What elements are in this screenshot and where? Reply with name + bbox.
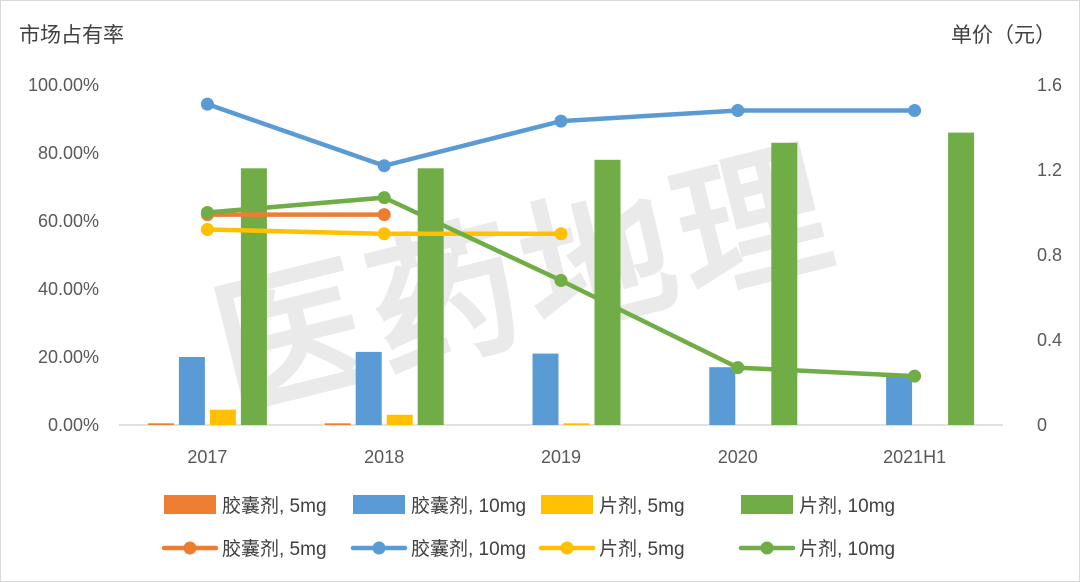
bar (417, 168, 444, 426)
legend: 胶囊剂, 5mg 胶囊剂, 10mg 片剂, 5mg 片剂, 10mg 胶囊剂, 5mg… (161, 495, 895, 560)
axes: 0.00% 20.00% 40.00% 60.00% 80.00% 100.00% 0 0.4… (28, 75, 1062, 467)
legend-bar-swatch (353, 495, 405, 514)
left-axis-title: 市场占有率 (19, 24, 124, 47)
right-tick-label: 0 (1037, 415, 1047, 435)
line-point (908, 369, 922, 383)
legend-line-marker (372, 541, 386, 555)
legend-line-marker (760, 541, 774, 555)
legend-label: 片剂, 10mg (799, 495, 895, 517)
line-point (554, 274, 568, 287)
legend-label: 胶囊剂, 10mg (411, 495, 526, 517)
bar (771, 142, 798, 426)
left-tick-label: 80.00% (38, 143, 99, 163)
legend-label: 胶囊剂, 5mg (222, 495, 327, 517)
right-axis-title: 单价（元） (951, 24, 1056, 47)
x-tick-label: 2019 (541, 447, 581, 467)
x-tick-label: 2021H1 (883, 447, 946, 467)
line-point (908, 104, 922, 117)
bar (355, 351, 382, 425)
bar (563, 423, 590, 425)
legend-label: 片剂, 5mg (599, 538, 685, 560)
bars (147, 132, 975, 426)
line-point (200, 206, 214, 219)
left-tick-label: 60.00% (38, 211, 99, 231)
x-tick-label: 2018 (364, 447, 404, 467)
bar (324, 423, 351, 425)
lines (200, 97, 922, 383)
right-tick-label: 0.8 (1037, 245, 1062, 265)
bar (532, 353, 559, 425)
line-point (200, 223, 214, 236)
legend-label: 胶囊剂, 10mg (411, 538, 526, 560)
left-tick-label: 100.00% (28, 75, 99, 95)
legend-line-marker (183, 541, 197, 555)
legend-label: 胶囊剂, 5mg (222, 538, 327, 560)
bar (948, 132, 975, 425)
line-point (377, 208, 391, 222)
right-tick-label: 0.4 (1037, 330, 1062, 350)
line-point (377, 159, 391, 173)
right-tick-label: 1.2 (1037, 160, 1062, 180)
bar (209, 409, 236, 425)
bar (886, 375, 913, 425)
bar (147, 423, 174, 425)
legend-bar-swatch (741, 495, 793, 514)
left-tick-label: 0.00% (48, 415, 99, 435)
legend-label: 片剂, 10mg (799, 538, 895, 560)
legend-bar-swatch (164, 495, 216, 514)
legend-label: 片剂, 5mg (599, 495, 685, 517)
legend-line-marker (560, 541, 574, 555)
line-point (731, 361, 745, 375)
line-point (554, 227, 568, 241)
bar (594, 159, 621, 426)
legend-bar-swatch (541, 495, 593, 514)
bar (178, 357, 205, 425)
left-tick-label: 40.00% (38, 279, 99, 299)
x-tick-label: 2017 (187, 447, 227, 467)
left-tick-label: 20.00% (38, 347, 99, 367)
right-tick-label: 1.6 (1037, 75, 1062, 95)
line-point (377, 191, 391, 205)
line-point (554, 114, 568, 128)
watermark: 医药地理 (198, 120, 853, 442)
watermark-text: 医药地理 (198, 120, 853, 442)
line-point (200, 97, 214, 111)
line-point (731, 104, 745, 117)
bar (386, 414, 413, 425)
bar (709, 367, 736, 425)
x-tick-label: 2020 (718, 447, 758, 467)
line-point (377, 227, 391, 241)
